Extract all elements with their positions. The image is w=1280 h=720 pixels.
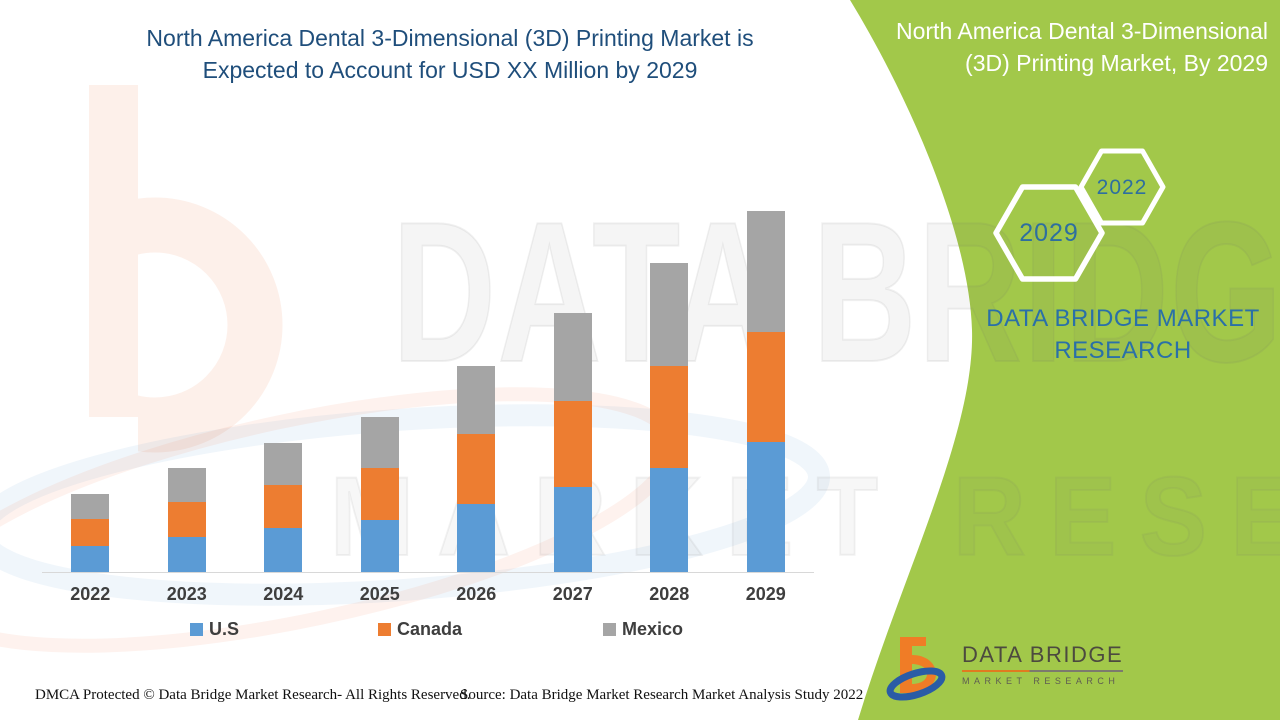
bar-segment-canada [71,519,110,546]
year-hexagons [993,148,1166,282]
chart-title-line2: Expected to Account for USD XX Million b… [202,57,698,83]
stacked-bar-2023 [167,468,206,572]
bar-segment-mexico [264,443,303,485]
footer-logo: DATA BRIDGE MARKET RESEARCH [886,634,1124,704]
bar-segment-us [71,546,110,572]
footer-logo-underline [962,670,1124,672]
footer-logo-tagline: MARKET RESEARCH [962,676,1120,686]
data-bridge-logo-icon [886,637,946,701]
legend-item-us: U.S [190,619,239,640]
stacked-bar-2024 [264,443,303,572]
x-axis-label: 2023 [166,584,207,604]
bar-segment-mexico [360,417,399,468]
bar-segment-canada [360,468,399,520]
bar-segment-canada [457,434,496,504]
chart-legend: U.S Canada Mexico [42,619,814,641]
legend-label: Canada [397,619,463,639]
logo-b-orange [900,637,936,693]
stacked-bar-2027 [553,313,592,572]
bar-segment-us [553,487,592,572]
bar-slot [332,417,429,572]
legend-label: U.S [209,619,240,639]
bar-segment-us [650,468,689,572]
bar-slot [621,263,718,572]
bar-segment-us [167,537,206,572]
source-note: Source: Data Bridge Market Research Mark… [460,687,864,703]
legend-swatch [603,623,616,636]
bar-segment-canada [650,366,689,468]
bars [42,200,814,573]
x-axis-label: 2029 [745,584,786,604]
legend-swatch [378,623,391,636]
side-panel-title-line2: (3D) Printing Market, By 2029 [965,50,1268,76]
legend-label: Mexico [622,619,684,639]
bar-segment-canada [746,332,785,442]
bar-slot [718,211,815,572]
x-axis-labels: 2022 2023 2024 2025 2026 2027 2028 2029 [42,584,814,605]
bar-slot [235,443,332,572]
x-axis-label: 2024 [263,584,304,604]
legend-swatch [190,623,203,636]
bar-segment-mexico [650,263,689,366]
x-axis-label: 2022 [70,584,111,604]
chart-title: North America Dental 3-Dimensional (3D) … [0,22,900,86]
bar-segment-mexico [71,494,110,519]
hexagon-year-small: 2022 [1096,176,1148,199]
bar-segment-mexico [746,211,785,332]
brand-name-line2: RESEARCH [1054,337,1192,364]
x-axis-label: 2027 [552,584,593,604]
stacked-bar-2022 [71,494,110,572]
chart-title-line1: North America Dental 3-Dimensional (3D) … [146,25,754,51]
bar-slot [42,494,139,572]
bar-segment-canada [264,485,303,528]
x-axis-label: 2025 [359,584,400,604]
footer-logo-text: DATA BRIDGE MARKET RESEARCH [962,642,1124,686]
side-panel-title: North America Dental 3-Dimensional (3D) … [838,15,1268,79]
stacked-bar-chart: 2022 2023 2024 2025 2026 2027 2028 2029 [42,200,814,605]
bar-slot [525,313,622,572]
bar-segment-canada [167,502,206,537]
bar-segment-us [264,528,303,572]
bar-segment-us [457,504,496,572]
bar-slot [428,366,525,572]
legend-item-mexico: Mexico [603,619,683,640]
bar-segment-mexico [553,313,592,401]
footer-logo-name: DATA BRIDGE [962,642,1124,667]
stacked-bar-2025 [360,417,399,572]
stacked-bar-2029 [746,211,785,572]
side-panel-title-line1: North America Dental 3-Dimensional [896,18,1268,44]
x-axis-label: 2028 [649,584,690,604]
bar-segment-canada [553,401,592,487]
bar-segment-us [360,520,399,572]
bar-segment-mexico [167,468,206,502]
bar-segment-us [746,442,785,572]
bar-segment-mexico [457,366,496,434]
stacked-bar-2028 [650,263,689,572]
x-axis-label: 2026 [456,584,497,604]
dmca-notice: DMCA Protected © Data Bridge Market Rese… [35,687,471,703]
hexagon-year-large: 2029 [1019,219,1079,247]
legend-item-canada: Canada [378,619,462,640]
brand-name-line1: DATA BRIDGE MARKET [986,305,1260,332]
stacked-bar-2026 [457,366,496,572]
bar-slot [139,468,236,572]
brand-name-block: DATA BRIDGE MARKET RESEARCH [963,303,1280,367]
